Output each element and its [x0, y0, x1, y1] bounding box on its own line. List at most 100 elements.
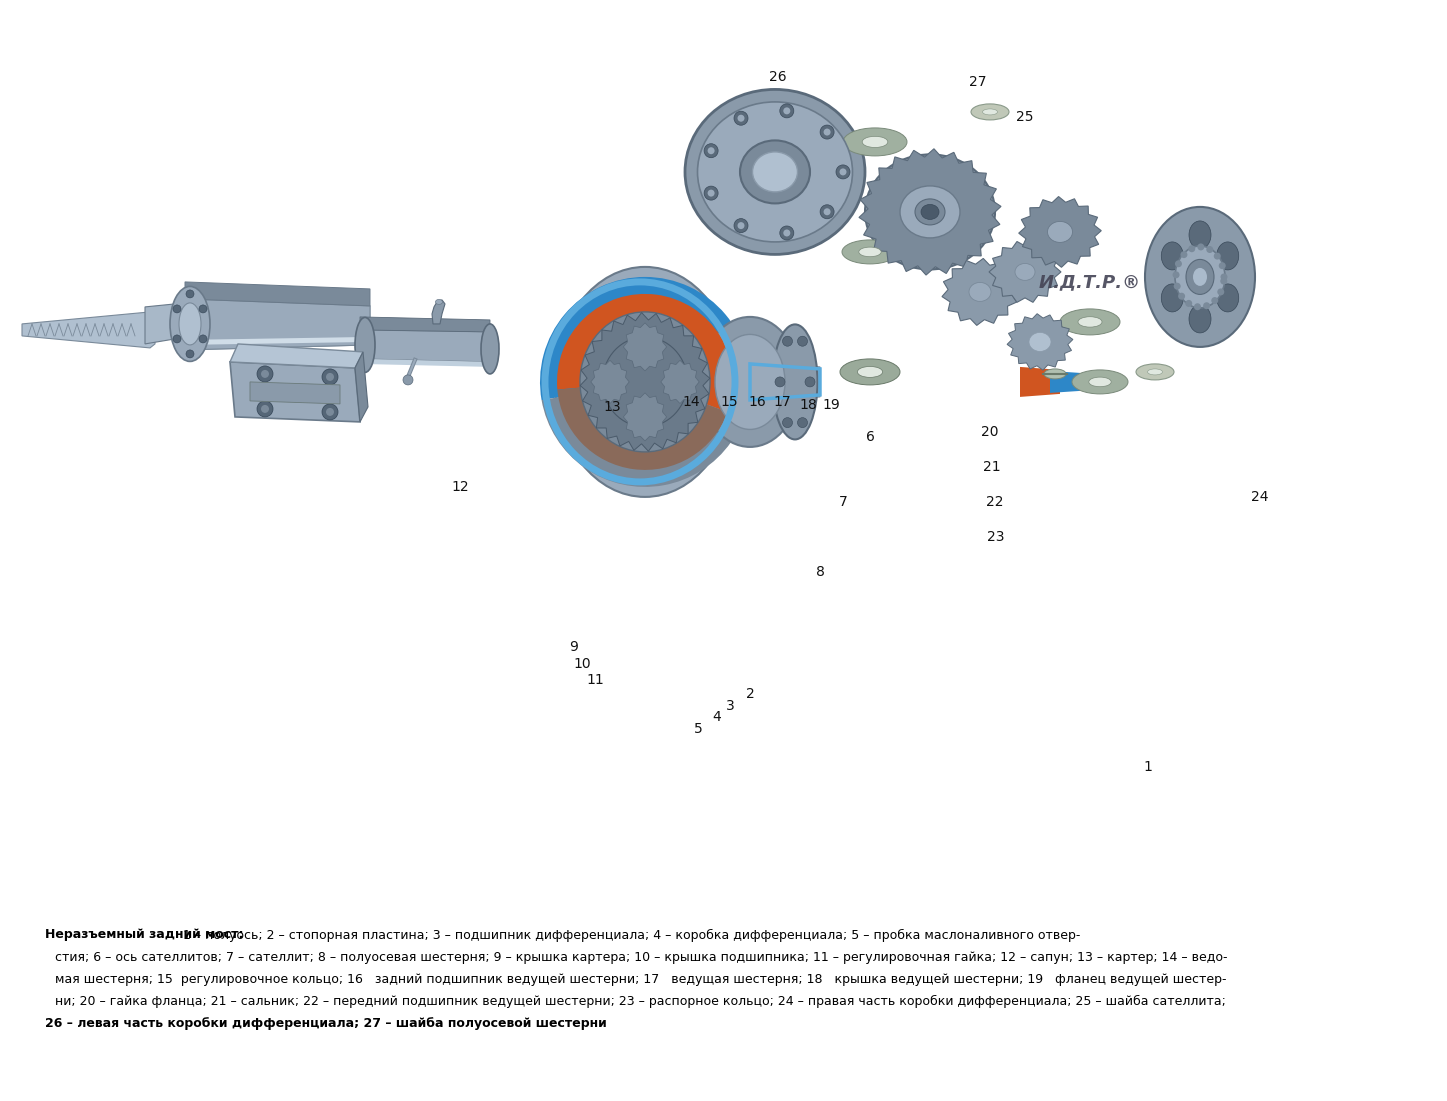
Polygon shape — [185, 282, 370, 306]
Ellipse shape — [1217, 242, 1239, 270]
Circle shape — [258, 401, 273, 417]
Polygon shape — [1020, 367, 1061, 397]
Polygon shape — [590, 360, 629, 403]
Circle shape — [820, 205, 833, 219]
Polygon shape — [942, 259, 1019, 326]
Circle shape — [326, 407, 334, 416]
Circle shape — [783, 417, 793, 427]
Ellipse shape — [1192, 268, 1207, 286]
Ellipse shape — [1162, 242, 1184, 270]
Circle shape — [805, 377, 815, 386]
Polygon shape — [1019, 197, 1101, 268]
Ellipse shape — [179, 303, 201, 345]
Text: 4: 4 — [712, 710, 722, 724]
Text: 10: 10 — [573, 657, 590, 671]
Ellipse shape — [697, 102, 852, 242]
Polygon shape — [860, 149, 1001, 275]
Text: 26: 26 — [770, 70, 787, 84]
Polygon shape — [360, 330, 491, 362]
Circle shape — [839, 168, 846, 175]
Polygon shape — [661, 360, 699, 403]
Polygon shape — [624, 393, 667, 440]
Polygon shape — [22, 312, 161, 348]
Wedge shape — [540, 277, 750, 400]
Ellipse shape — [1189, 305, 1211, 333]
Text: 1 – полуось; 2 – стопорная пластина; 3 – подшипник дифференциала; 4 – коробка ди: 1 – полуось; 2 – стопорная пластина; 3 –… — [179, 928, 1081, 941]
Ellipse shape — [556, 266, 735, 497]
Ellipse shape — [1147, 369, 1162, 375]
Text: 24: 24 — [1252, 490, 1269, 504]
Polygon shape — [433, 299, 446, 324]
Ellipse shape — [1014, 263, 1035, 281]
Text: 16: 16 — [748, 395, 765, 408]
Circle shape — [404, 375, 412, 385]
Circle shape — [200, 335, 207, 342]
Circle shape — [1211, 297, 1218, 304]
Circle shape — [820, 126, 833, 139]
Circle shape — [1214, 252, 1221, 260]
Circle shape — [1172, 271, 1179, 279]
Circle shape — [1188, 246, 1195, 252]
Text: 17: 17 — [773, 395, 792, 408]
Ellipse shape — [862, 137, 888, 148]
Text: И.Д.Т.Р.®: И.Д.Т.Р.® — [1039, 273, 1142, 291]
Text: 25: 25 — [1016, 110, 1033, 124]
Ellipse shape — [1145, 207, 1255, 347]
Circle shape — [705, 144, 718, 157]
Polygon shape — [624, 323, 667, 371]
Ellipse shape — [1029, 333, 1051, 351]
Polygon shape — [988, 241, 1061, 303]
Text: 18: 18 — [799, 397, 818, 412]
Circle shape — [1194, 303, 1201, 310]
Ellipse shape — [169, 286, 210, 361]
Ellipse shape — [983, 109, 997, 115]
Ellipse shape — [841, 359, 900, 385]
Ellipse shape — [684, 89, 865, 254]
Ellipse shape — [739, 141, 810, 204]
Text: 23: 23 — [987, 530, 1004, 544]
Ellipse shape — [1162, 284, 1184, 312]
Circle shape — [783, 336, 793, 346]
Circle shape — [836, 165, 849, 179]
Circle shape — [1181, 251, 1188, 258]
Ellipse shape — [915, 199, 945, 225]
Circle shape — [783, 229, 790, 237]
Ellipse shape — [860, 247, 881, 257]
Ellipse shape — [1175, 246, 1226, 308]
Text: 11: 11 — [586, 673, 603, 687]
Circle shape — [1220, 273, 1227, 281]
Polygon shape — [360, 317, 491, 331]
Text: 12: 12 — [451, 480, 469, 494]
Circle shape — [187, 350, 194, 358]
Ellipse shape — [752, 152, 797, 192]
Text: 6: 6 — [865, 429, 874, 444]
Circle shape — [1174, 283, 1181, 290]
Circle shape — [780, 103, 794, 118]
Ellipse shape — [1088, 378, 1111, 386]
Ellipse shape — [1072, 370, 1129, 394]
Text: 21: 21 — [983, 460, 1001, 473]
Text: Неразъемный задний мост:: Неразъемный задний мост: — [45, 928, 243, 941]
Text: 19: 19 — [822, 397, 839, 412]
Ellipse shape — [920, 205, 939, 219]
Ellipse shape — [1189, 221, 1211, 249]
Text: 27: 27 — [969, 75, 987, 89]
Polygon shape — [230, 344, 363, 368]
Polygon shape — [250, 382, 340, 404]
Circle shape — [734, 111, 748, 126]
Ellipse shape — [773, 325, 818, 439]
Text: 1: 1 — [1143, 760, 1152, 774]
Circle shape — [738, 222, 745, 229]
Ellipse shape — [715, 335, 786, 429]
Circle shape — [1218, 262, 1226, 269]
Text: 3: 3 — [725, 699, 735, 713]
Text: 9: 9 — [570, 640, 579, 654]
Text: 20: 20 — [981, 425, 998, 439]
Circle shape — [1217, 288, 1224, 295]
Ellipse shape — [580, 312, 710, 451]
Text: 2: 2 — [745, 687, 754, 701]
Ellipse shape — [842, 240, 899, 264]
Circle shape — [823, 208, 831, 216]
Polygon shape — [360, 359, 491, 367]
Ellipse shape — [900, 186, 959, 238]
